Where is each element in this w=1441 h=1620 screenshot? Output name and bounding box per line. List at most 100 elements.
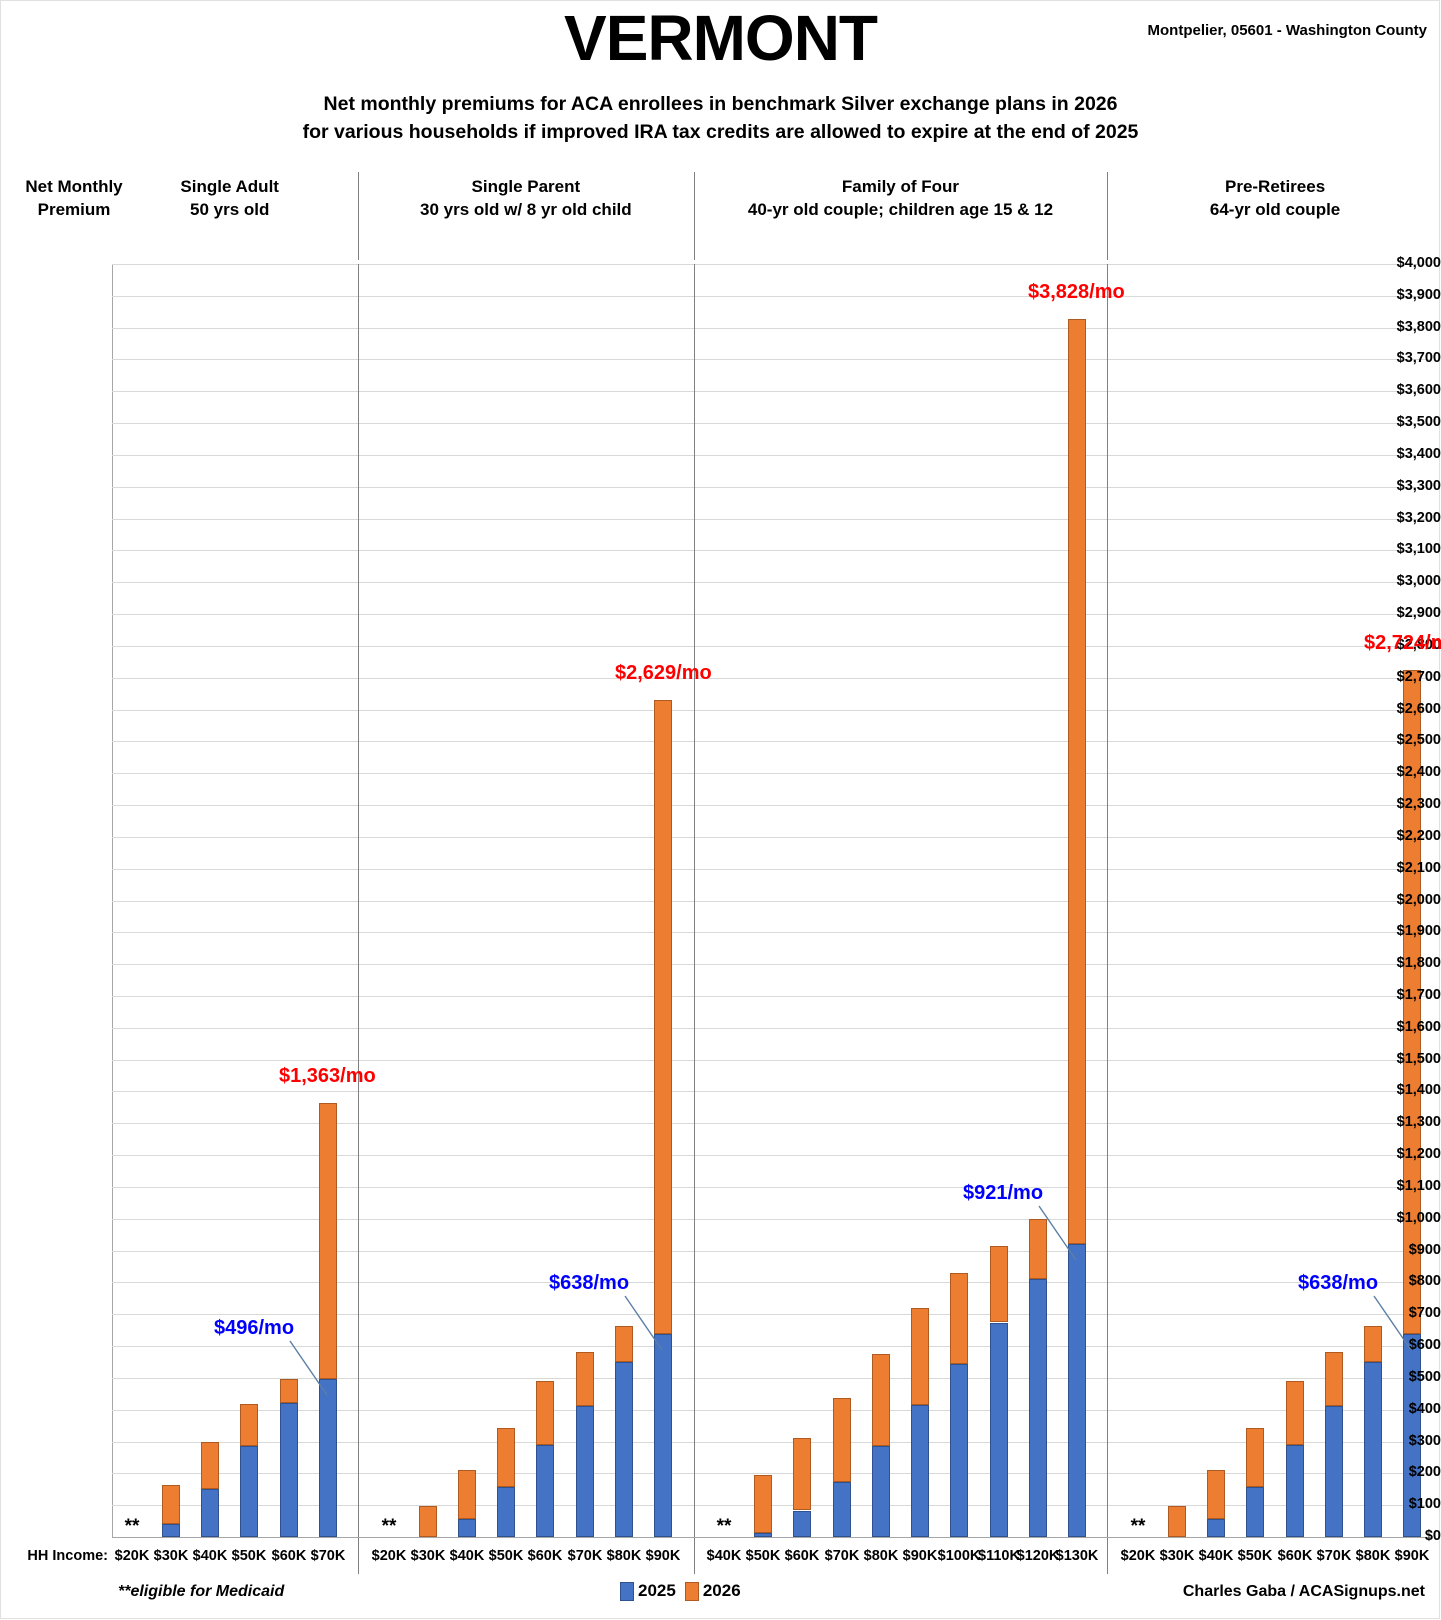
bar-segment-2025[interactable] [793, 1510, 811, 1537]
gridline [112, 678, 1432, 679]
bar-segment-2025[interactable] [240, 1446, 258, 1537]
bar-segment-2025[interactable] [1029, 1279, 1047, 1537]
bar-segment-2025[interactable] [576, 1406, 594, 1537]
subtitle-line-1: Net monthly premiums for ACA enrollees i… [323, 93, 1118, 115]
x-axis-tick-label: $40K [449, 1548, 485, 1564]
bar-segment-2026[interactable] [162, 1485, 180, 1524]
stacked-bar[interactable] [1246, 1428, 1264, 1537]
y-axis-title: Net Monthly Premium [4, 176, 144, 222]
x-axis-tick-label: $40K [706, 1548, 742, 1564]
stacked-bar[interactable] [754, 1475, 772, 1537]
stacked-bar[interactable] [1029, 1219, 1047, 1537]
bar-segment-2025[interactable] [201, 1488, 219, 1537]
bar-segment-2026[interactable] [419, 1506, 437, 1537]
panel-divider [1107, 264, 1108, 1537]
bar-segment-2026[interactable] [319, 1103, 337, 1380]
stacked-bar[interactable] [319, 1103, 337, 1537]
bar-segment-2026[interactable] [1246, 1428, 1264, 1487]
bar-segment-2026[interactable] [1168, 1506, 1186, 1537]
bar-segment-2025[interactable] [654, 1333, 672, 1537]
x-axis-tick-label: $130K [1055, 1548, 1099, 1564]
gridline [112, 423, 1432, 424]
panel-subtitle: 64-yr old couple [1209, 199, 1341, 219]
y-axis-tick-label: $1,500 [1396, 1051, 1441, 1067]
bar-segment-2026[interactable] [1364, 1326, 1382, 1362]
stacked-bar[interactable] [1364, 1326, 1382, 1537]
stacked-bar[interactable] [280, 1379, 298, 1537]
bar-segment-2025[interactable] [1207, 1519, 1225, 1537]
bar-segment-2025[interactable] [950, 1363, 968, 1537]
stacked-bar[interactable] [1286, 1381, 1304, 1537]
bar-segment-2026[interactable] [1286, 1381, 1304, 1446]
stacked-bar[interactable] [576, 1352, 594, 1537]
value-annotation: $2,724/mo [1364, 632, 1441, 654]
stacked-bar[interactable] [497, 1428, 515, 1537]
bar-segment-2025[interactable] [911, 1404, 929, 1537]
bar-segment-2026[interactable] [1029, 1219, 1047, 1280]
bar-segment-2026[interactable] [280, 1379, 298, 1404]
bar-segment-2026[interactable] [950, 1273, 968, 1364]
bar-segment-2025[interactable] [1068, 1243, 1086, 1537]
bar-segment-2026[interactable] [1325, 1352, 1343, 1407]
bar-segment-2026[interactable] [793, 1438, 811, 1511]
bar-segment-2026[interactable] [654, 700, 672, 1334]
panel-title: Pre-Retirees [1224, 177, 1326, 196]
y-axis-tick-label: $2,900 [1396, 605, 1441, 621]
bar-segment-2026[interactable] [497, 1428, 515, 1487]
bar-segment-2025[interactable] [615, 1361, 633, 1537]
stacked-bar[interactable] [1168, 1506, 1186, 1537]
bar-segment-2026[interactable] [754, 1475, 772, 1533]
bar-segment-2025[interactable] [990, 1322, 1008, 1537]
bar-segment-2025[interactable] [458, 1519, 476, 1537]
stacked-bar[interactable] [654, 700, 672, 1537]
y-axis-tick-label: $1,800 [1396, 955, 1441, 971]
bar-segment-2025[interactable] [497, 1486, 515, 1537]
stacked-bar[interactable] [201, 1442, 219, 1537]
bar-segment-2026[interactable] [911, 1308, 929, 1405]
bar-segment-2025[interactable] [833, 1482, 851, 1537]
bar-segment-2026[interactable] [201, 1442, 219, 1489]
bar-segment-2026[interactable] [1068, 319, 1086, 1244]
stacked-bar[interactable] [458, 1470, 476, 1537]
stacked-bar[interactable] [162, 1485, 180, 1537]
stacked-bar[interactable] [1068, 319, 1086, 1537]
stacked-bar[interactable] [872, 1354, 890, 1537]
legend-swatch-2025-icon [620, 1581, 634, 1601]
bar-segment-2025[interactable] [1286, 1445, 1304, 1537]
bar-segment-2025[interactable] [536, 1445, 554, 1537]
bar-segment-2026[interactable] [536, 1381, 554, 1446]
stacked-bar[interactable] [419, 1506, 437, 1537]
stacked-bar[interactable] [1325, 1352, 1343, 1537]
stacked-bar[interactable] [1403, 670, 1421, 1537]
bar-segment-2026[interactable] [1403, 670, 1421, 1334]
bar-segment-2025[interactable] [280, 1403, 298, 1537]
bar-segment-2025[interactable] [1403, 1333, 1421, 1537]
stacked-bar[interactable] [1207, 1470, 1225, 1537]
stacked-bar[interactable] [793, 1438, 811, 1537]
bar-segment-2025[interactable] [319, 1379, 337, 1537]
stacked-bar[interactable] [615, 1326, 633, 1537]
bar-segment-2025[interactable] [162, 1523, 180, 1537]
bar-segment-2025[interactable] [872, 1446, 890, 1537]
bar-segment-2026[interactable] [576, 1352, 594, 1407]
bar-segment-2026[interactable] [458, 1470, 476, 1519]
bar-segment-2026[interactable] [240, 1404, 258, 1447]
gridline [112, 1346, 1432, 1347]
bar-segment-2025[interactable] [1246, 1486, 1264, 1537]
stacked-bar[interactable] [950, 1273, 968, 1537]
stacked-bar[interactable] [536, 1381, 554, 1537]
bar-segment-2026[interactable] [990, 1246, 1008, 1323]
y-axis-tick-label: $800 [1408, 1273, 1441, 1289]
stacked-bar[interactable] [911, 1308, 929, 1537]
bar-segment-2026[interactable] [1207, 1470, 1225, 1519]
bar-segment-2026[interactable] [872, 1354, 890, 1447]
y-axis-tick-label: $1,000 [1396, 1210, 1441, 1226]
bar-segment-2025[interactable] [1325, 1406, 1343, 1537]
bar-segment-2025[interactable] [754, 1532, 772, 1537]
stacked-bar[interactable] [833, 1398, 851, 1537]
bar-segment-2026[interactable] [615, 1326, 633, 1362]
stacked-bar[interactable] [240, 1404, 258, 1537]
bar-segment-2025[interactable] [1364, 1361, 1382, 1537]
stacked-bar[interactable] [990, 1246, 1008, 1537]
bar-segment-2026[interactable] [833, 1398, 851, 1483]
